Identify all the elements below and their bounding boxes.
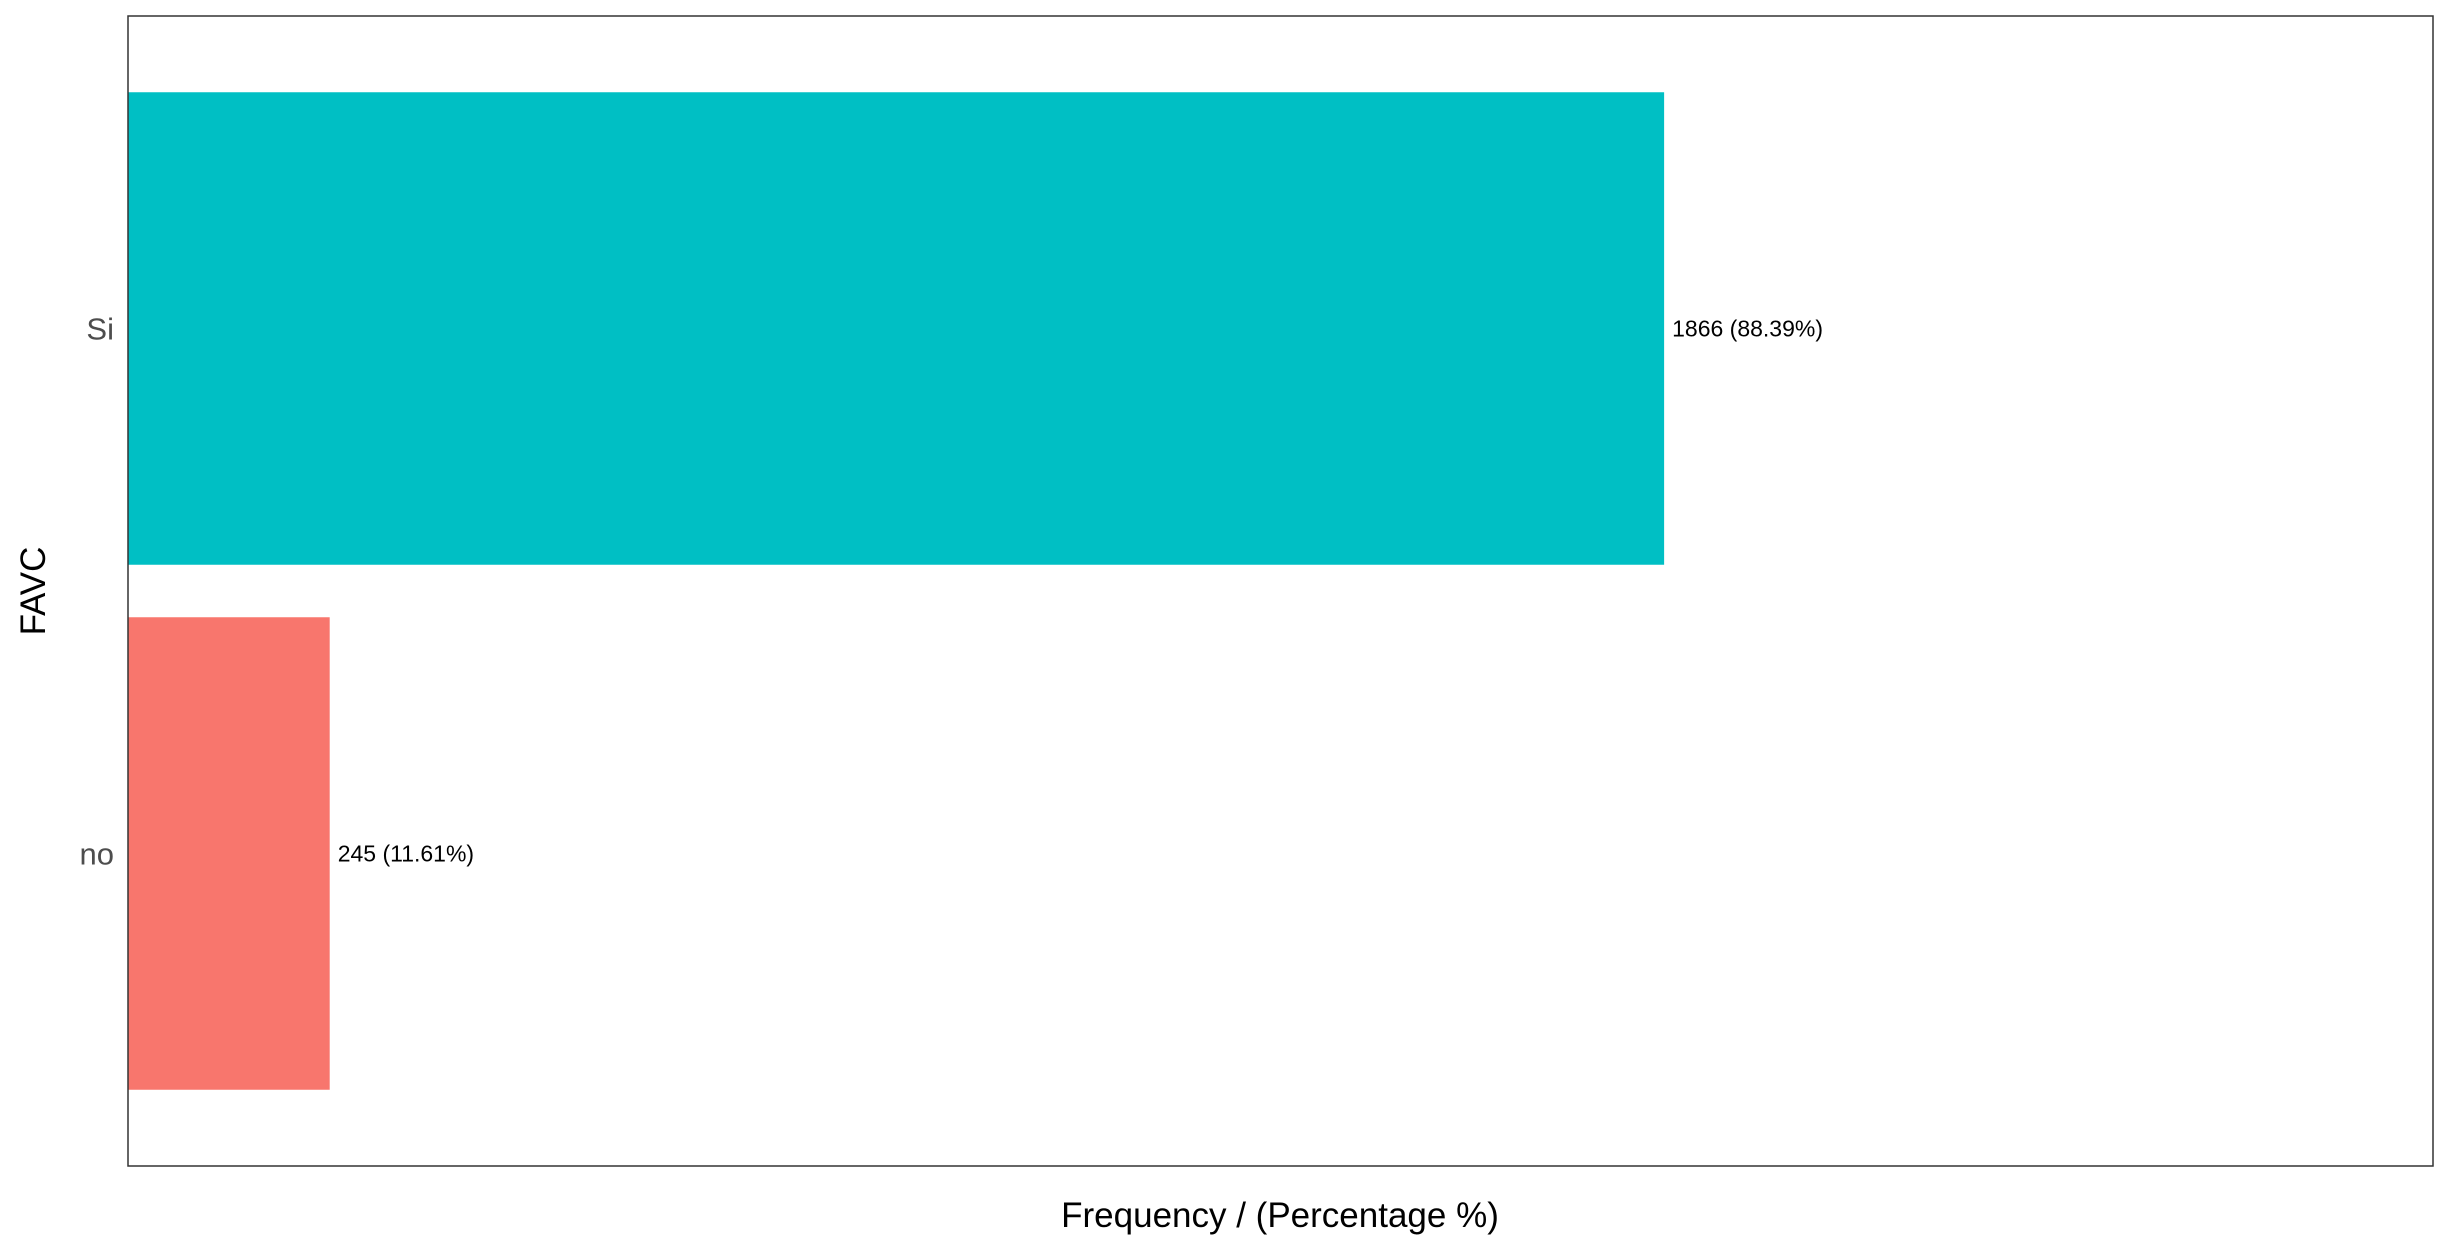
plot-panel-border — [127, 15, 2434, 1167]
y-tick-label-no: no — [80, 837, 114, 872]
data-label-no: 245 (11.61%) — [338, 841, 474, 867]
data-label-si: 1866 (88.39%) — [1672, 316, 1823, 342]
data-labels-layer: 245 (11.61%) 1866 (88.39%) — [338, 316, 1823, 867]
x-axis-title: Frequency / (Percentage %) — [1061, 1196, 1499, 1235]
bars-layer — [128, 92, 1665, 1090]
y-tick-label-si: Si — [86, 312, 114, 347]
y-tick-labels: no Si — [80, 312, 114, 872]
y-axis-title: FAVC — [14, 547, 53, 636]
bar-si — [128, 92, 1665, 565]
bar-no — [128, 617, 330, 1090]
